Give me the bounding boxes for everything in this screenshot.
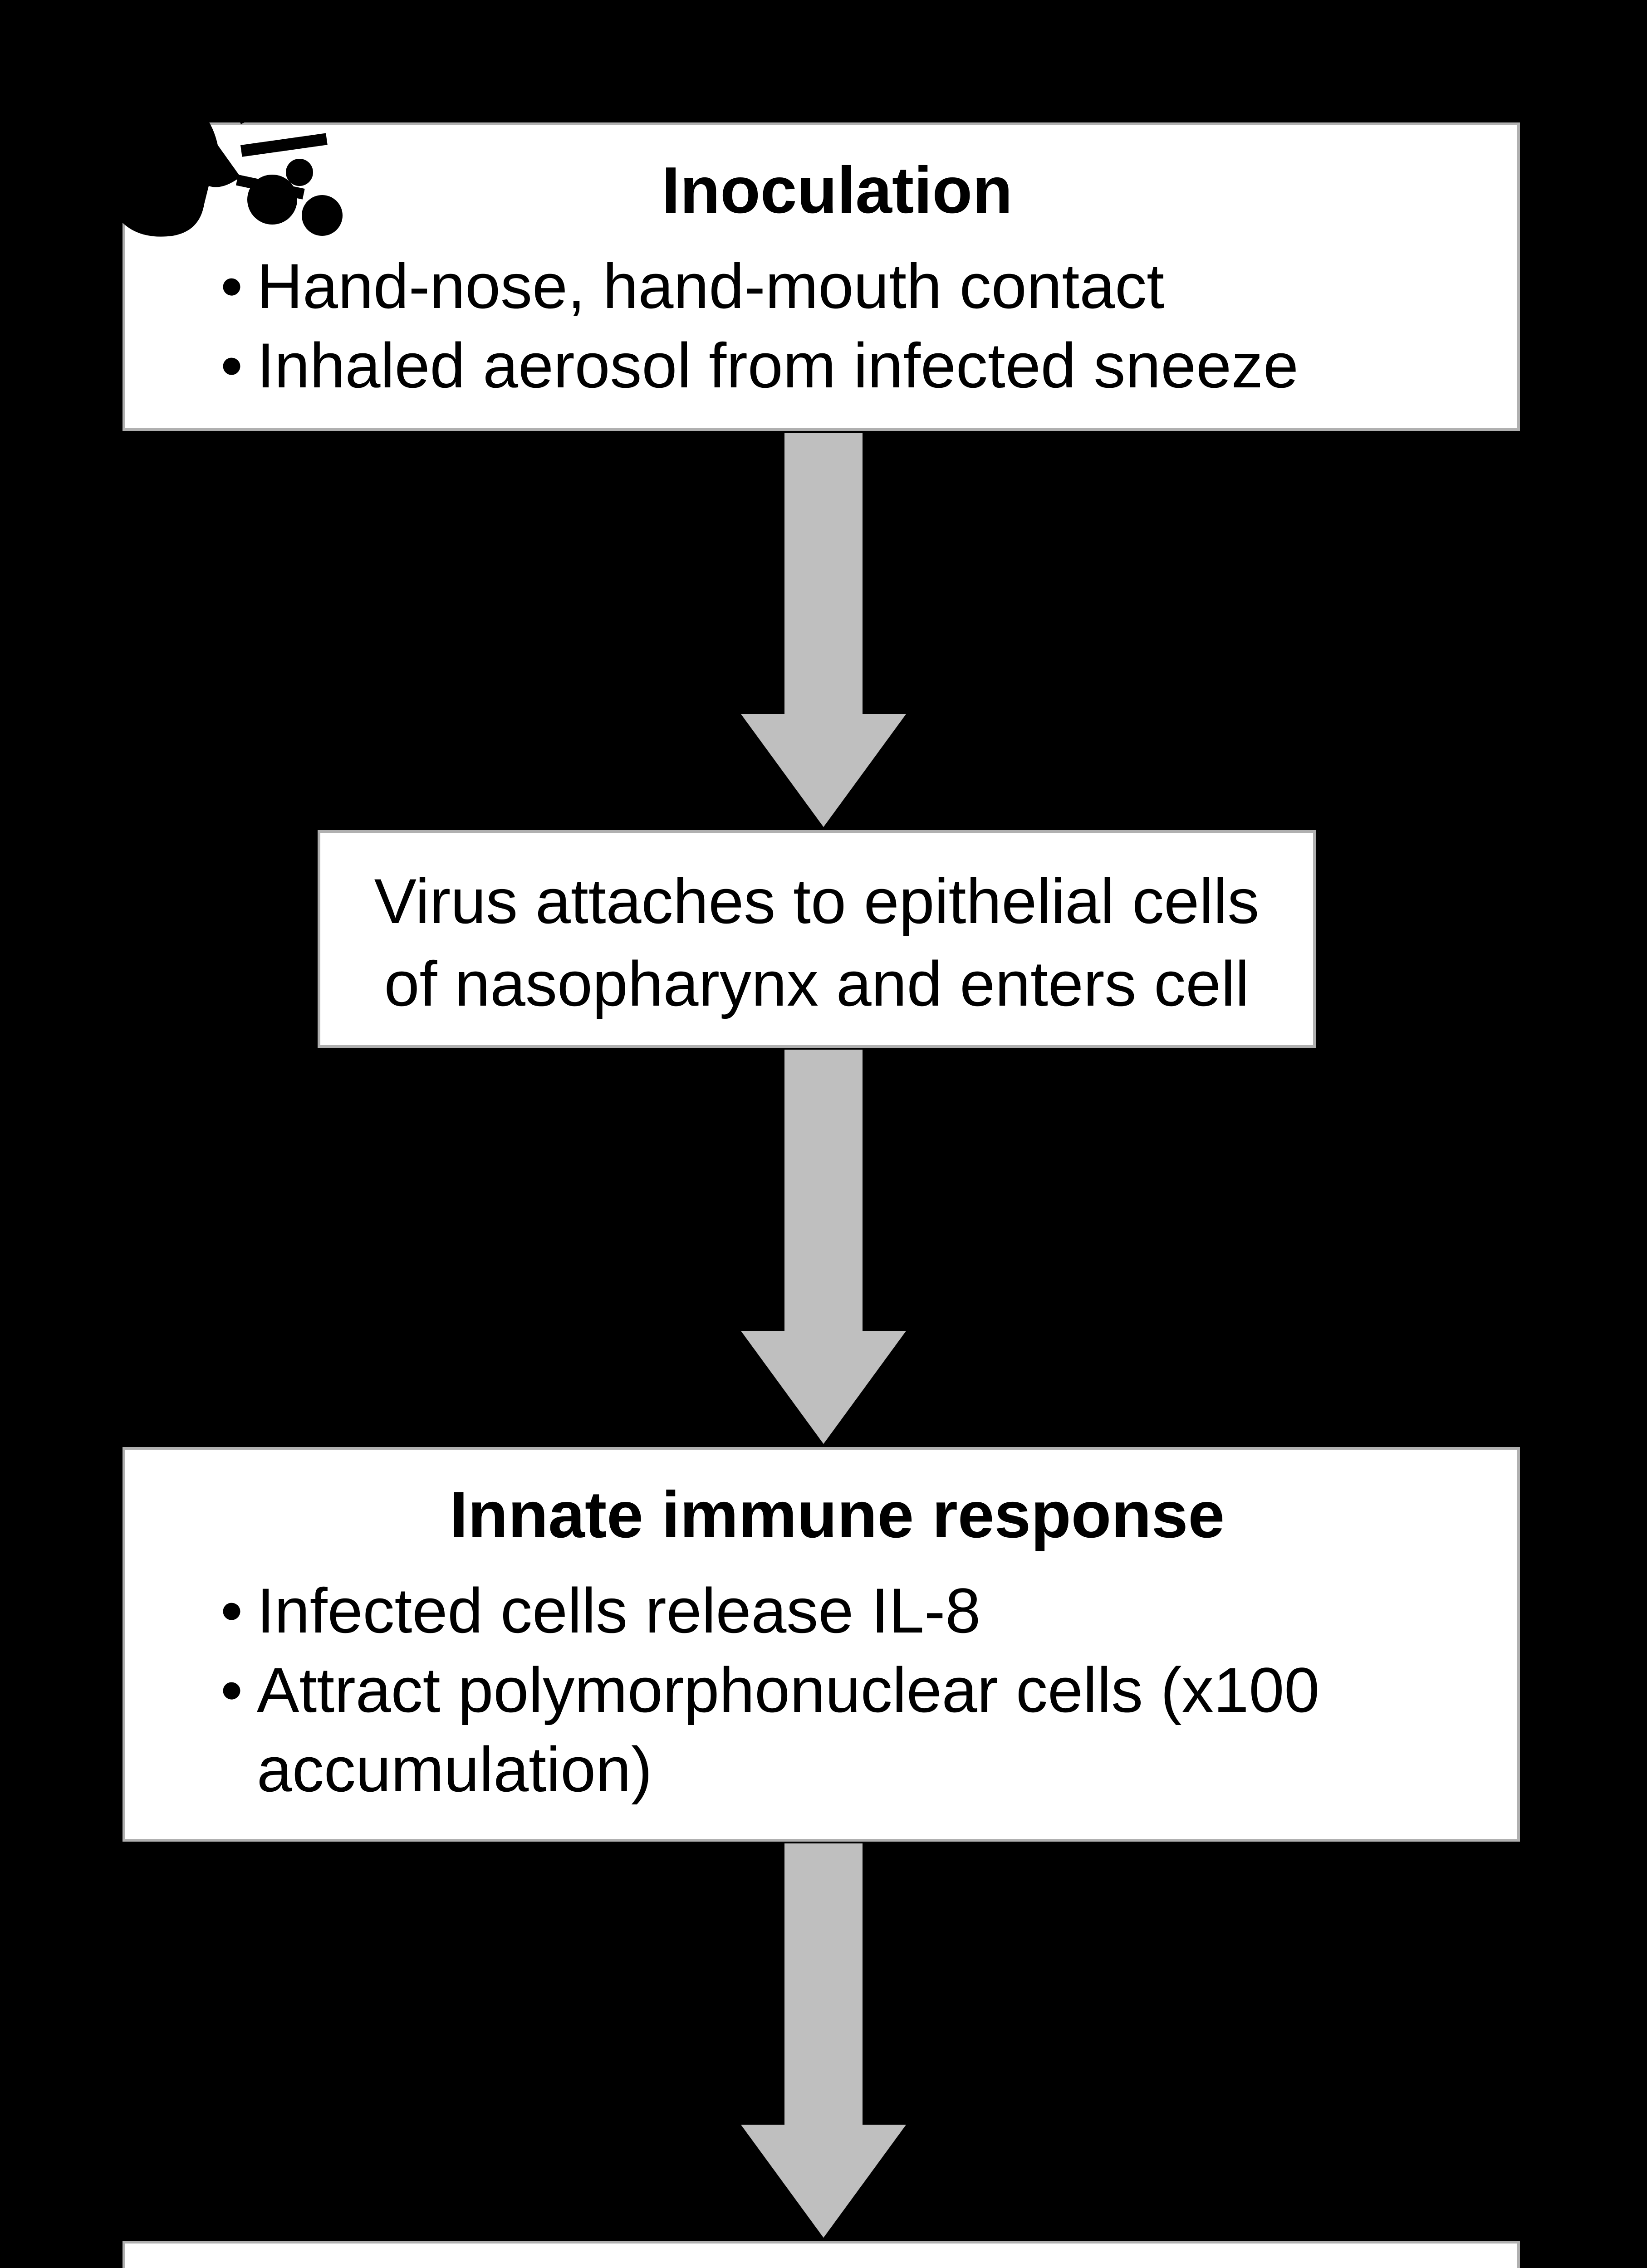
immune-list: Infected cells release IL-8 Attract poly…	[202, 1571, 1472, 1809]
inoculation-list: Hand-nose, hand-mouth contact Inhaled ae…	[202, 246, 1472, 405]
inoculation-bullet-0: Hand-nose, hand-mouth contact	[202, 246, 1472, 326]
box-attach: Virus attaches to epithelial cells of na…	[318, 830, 1316, 1048]
arrow-2	[737, 1048, 910, 1447]
arrow-1	[737, 431, 910, 830]
inoculation-title: Inoculation	[202, 152, 1472, 228]
inoculation-bullet-1: Inhaled aerosol from infected sneeze	[202, 326, 1472, 405]
box-immune: Innate immune response Infected cells re…	[123, 1447, 1520, 1842]
sneeze-icon	[104, 86, 358, 259]
immune-bullet-0: Infected cells release IL-8	[202, 1571, 1472, 1650]
immune-bullet-1: Attract polymorphonuclear cells (x100 ac…	[202, 1650, 1472, 1809]
immune-title: Innate immune response	[202, 1477, 1472, 1553]
attach-text: Virus attaches to epithelial cells of na…	[361, 860, 1272, 1025]
sneeze-svg	[104, 86, 358, 259]
arrow-3	[737, 1842, 910, 2241]
box-symptoms: Symptoms Severity coincides and correlat…	[123, 2241, 1520, 2268]
